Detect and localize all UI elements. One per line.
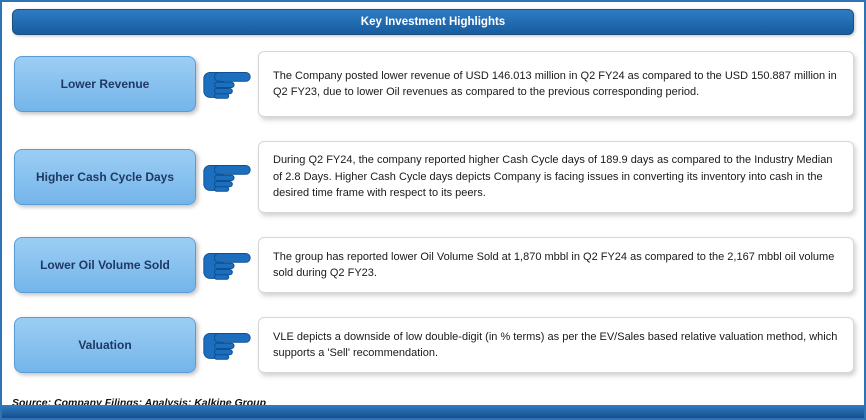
highlight-row-higher-cash-cycle-days: Higher Cash Cycle Days During Q2 FY24, t… [14, 141, 854, 213]
label-text: Lower Oil Volume Sold [40, 258, 170, 272]
header-bar: Key Investment Highlights [12, 9, 854, 35]
highlight-row-lower-oil-volume-sold: Lower Oil Volume Sold The group has repo… [14, 237, 854, 293]
bottom-accent-bar [2, 405, 864, 418]
hand-pointing-right-icon [196, 248, 258, 282]
description-text: The Company posted lower revenue of USD … [273, 69, 837, 99]
description-card: The group has reported lower Oil Volume … [258, 237, 854, 293]
label-text: Higher Cash Cycle Days [35, 170, 175, 184]
label-box: Higher Cash Cycle Days [14, 149, 196, 205]
description-text: During Q2 FY24, the company reported hig… [273, 154, 833, 200]
label-box: Lower Oil Volume Sold [14, 237, 196, 293]
page-title: Key Investment Highlights [360, 16, 506, 28]
hand-pointing-right-icon [196, 160, 258, 194]
label-box: Valuation [14, 317, 196, 373]
label-text: Valuation [78, 338, 132, 352]
description-text: VLE depicts a downside of low double-dig… [273, 330, 838, 360]
highlight-rows: Lower Revenue The Company posted lower r… [2, 35, 864, 373]
highlight-row-valuation: Valuation VLE depicts a downside of low … [14, 317, 854, 373]
description-card: VLE depicts a downside of low double-dig… [258, 317, 854, 373]
highlight-row-lower-revenue: Lower Revenue The Company posted lower r… [14, 51, 854, 117]
description-text: The group has reported lower Oil Volume … [273, 250, 835, 280]
description-card: During Q2 FY24, the company reported hig… [258, 141, 854, 213]
label-box: Lower Revenue [14, 56, 196, 112]
label-text: Lower Revenue [60, 77, 150, 91]
description-card: The Company posted lower revenue of USD … [258, 51, 854, 117]
hand-pointing-right-icon [196, 328, 258, 362]
hand-pointing-right-icon [196, 67, 258, 101]
